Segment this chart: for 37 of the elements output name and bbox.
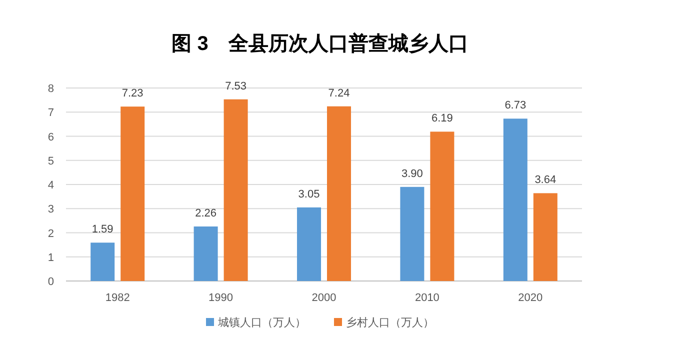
- bar: [120, 106, 145, 281]
- y-tick-label: 7: [48, 107, 54, 120]
- bar: [224, 99, 248, 281]
- data-label: 3.05: [298, 188, 320, 200]
- data-label: 1.59: [92, 224, 114, 236]
- bar: [430, 132, 454, 281]
- data-label: 7.23: [122, 88, 144, 100]
- y-tick-label: 0: [48, 276, 54, 288]
- x-tick-label: 1990: [208, 292, 234, 304]
- x-tick-label: 2000: [312, 292, 336, 304]
- bar: [503, 118, 528, 281]
- bar: [327, 106, 351, 281]
- y-tick-label: 1: [48, 252, 54, 264]
- data-label: 6.19: [431, 112, 453, 125]
- y-tick-label: 4: [48, 180, 54, 192]
- data-label: 2.26: [195, 207, 217, 220]
- y-tick-label: 3: [48, 204, 54, 216]
- y-tick-label: 5: [48, 155, 54, 168]
- data-label: 7.53: [225, 80, 247, 92]
- chart-title: 图 3 全县历次人口普查城乡人口: [172, 32, 468, 55]
- y-tick-label: 8: [48, 83, 54, 95]
- legend-label: 乡村人口（万人）: [346, 316, 434, 329]
- bar: [194, 226, 218, 281]
- x-tick-label: 2020: [518, 292, 543, 304]
- bar: [90, 242, 115, 281]
- x-tick-label: 2010: [414, 292, 440, 304]
- bar: [297, 207, 321, 281]
- data-label: 7.24: [328, 87, 350, 100]
- legend-label: 城镇人口（万人）: [217, 316, 306, 329]
- bar: [400, 186, 424, 281]
- data-label: 3.90: [401, 168, 423, 180]
- y-tick-label: 6: [48, 131, 54, 144]
- bar: [533, 193, 558, 281]
- data-label: 3.64: [534, 174, 556, 186]
- y-tick-label: 2: [48, 228, 54, 240]
- x-tick-label: 1982: [105, 292, 130, 304]
- data-label: 6.73: [504, 100, 526, 112]
